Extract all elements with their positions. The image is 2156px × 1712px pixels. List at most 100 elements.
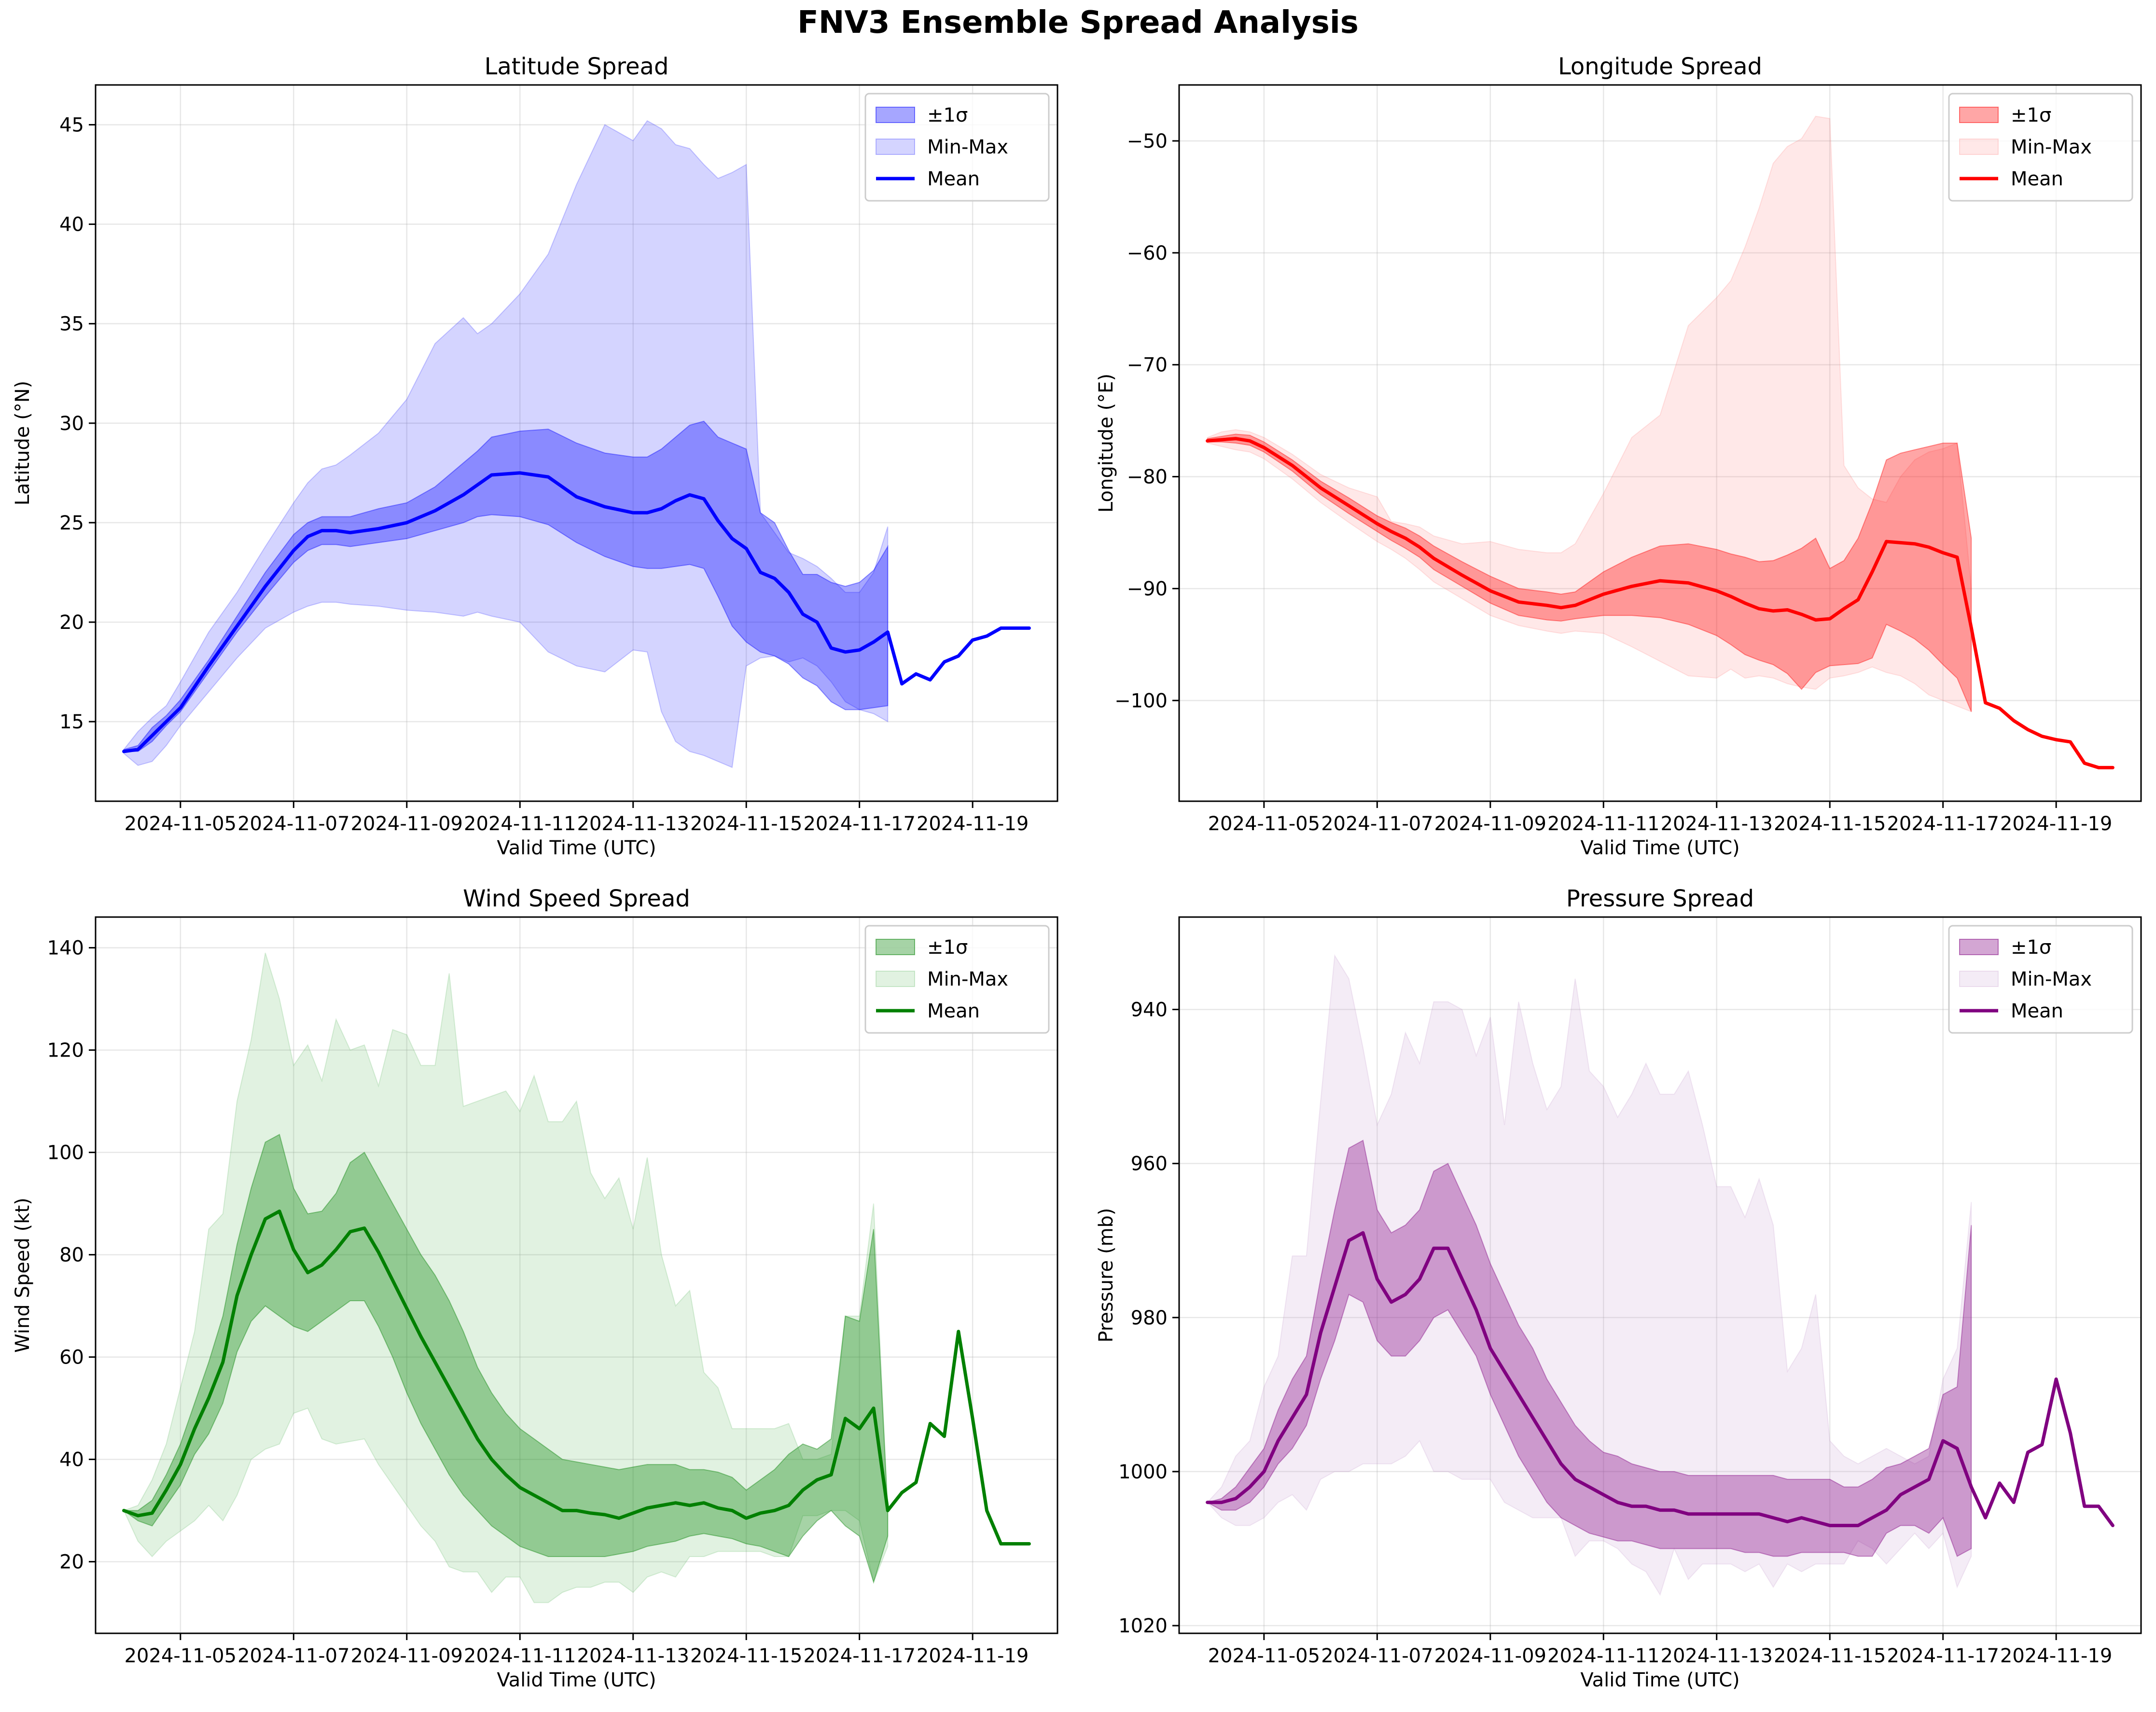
y-tick-label: 15 bbox=[59, 711, 84, 733]
x-axis-label: Valid Time (UTC) bbox=[497, 837, 656, 859]
minmax-band bbox=[123, 120, 889, 768]
y-tick-label: −80 bbox=[1127, 466, 1168, 488]
x-tick-label: 2024-11-17 bbox=[1887, 1645, 1999, 1667]
legend-label: ±1σ bbox=[927, 936, 968, 959]
x-tick-label: 2024-11-17 bbox=[1887, 813, 1999, 835]
legend-label: ±1σ bbox=[927, 104, 968, 126]
plot-area bbox=[1206, 115, 2114, 769]
legend-swatch-minmax bbox=[1959, 971, 1999, 987]
sigma-band bbox=[1206, 1140, 1972, 1557]
legend-label: Min-Max bbox=[927, 968, 1008, 990]
x-tick-label: 2024-11-09 bbox=[351, 1645, 463, 1667]
x-tick-label: 2024-11-05 bbox=[1208, 1645, 1320, 1667]
legend: ±1σ Min-Max Mean bbox=[864, 925, 1050, 1034]
legend-label: Mean bbox=[927, 168, 980, 190]
legend-box bbox=[864, 925, 1050, 1034]
minmax-band bbox=[1207, 115, 1972, 712]
legend-swatch-sigma bbox=[1959, 939, 1999, 955]
panel-pressure: 2024-11-05 2024-11-07 2024-11-09 2024-11-11… bbox=[1095, 885, 2142, 1691]
x-tick-label: 2024-11-13 bbox=[1661, 813, 1773, 835]
legend-label: Min-Max bbox=[2011, 136, 2092, 158]
legend-label: ±1σ bbox=[2011, 104, 2051, 126]
y-tick-label: 40 bbox=[59, 1449, 84, 1471]
plot-area bbox=[122, 952, 1031, 1603]
panel-title: Pressure Spread bbox=[1566, 885, 1754, 912]
legend-label: Mean bbox=[2011, 1000, 2063, 1022]
x-tick-label: 2024-11-19 bbox=[2000, 813, 2112, 835]
x-axis-label: Valid Time (UTC) bbox=[1580, 837, 1739, 859]
legend-swatch-sigma bbox=[876, 107, 915, 123]
panel-title: Wind Speed Spread bbox=[463, 885, 690, 912]
x-tick-label: 2024-11-13 bbox=[1661, 1645, 1773, 1667]
y-tick-label: 40 bbox=[59, 214, 84, 236]
legend: ±1σ Min-Max Mean bbox=[864, 93, 1050, 202]
y-tick-label: 1020 bbox=[1118, 1615, 1168, 1637]
sigma-band bbox=[122, 1134, 889, 1584]
x-tick-label: 2024-11-17 bbox=[803, 1645, 915, 1667]
legend: ±1σ Min-Max Mean bbox=[1948, 93, 2133, 202]
y-axis-label: Pressure (mb) bbox=[1095, 1208, 1117, 1342]
grid bbox=[1179, 85, 2141, 801]
x-tick-label: 2024-11-19 bbox=[2000, 1645, 2112, 1667]
panel-latitude: 2024-11-05 2024-11-07 2024-11-09 2024-11-11… bbox=[12, 53, 1058, 859]
legend-box bbox=[1948, 925, 2133, 1034]
axes-frame bbox=[1178, 916, 2142, 1634]
y-tick-label: 1000 bbox=[1118, 1461, 1168, 1483]
y-tick-label: 120 bbox=[47, 1040, 84, 1062]
panel-longitude: 2024-11-05 2024-11-07 2024-11-09 2024-11-11… bbox=[1095, 53, 2142, 859]
y-tick-label: 960 bbox=[1131, 1153, 1168, 1175]
mean-line bbox=[1206, 1231, 2114, 1528]
x-tick-label: 2024-11-15 bbox=[690, 813, 802, 835]
legend-label: Min-Max bbox=[2011, 968, 2092, 990]
legend-label: Min-Max bbox=[927, 136, 1008, 158]
x-tick-label: 2024-11-19 bbox=[917, 1645, 1029, 1667]
x-tick-label: 2024-11-07 bbox=[237, 813, 349, 835]
x-tick-label: 2024-11-13 bbox=[577, 813, 689, 835]
y-tick-label: 20 bbox=[59, 1551, 84, 1573]
mean-line bbox=[1206, 437, 2114, 769]
figure-title: FNV3 Ensemble Spread Analysis bbox=[797, 5, 1359, 41]
x-tick-label: 2024-11-19 bbox=[917, 813, 1029, 835]
plot-area bbox=[1206, 954, 2114, 1596]
sigma-band bbox=[123, 420, 889, 752]
x-tick-label: 2024-11-09 bbox=[1434, 813, 1546, 835]
y-axis-label: Wind Speed (kt) bbox=[12, 1197, 34, 1352]
y-tick-label: 35 bbox=[59, 313, 84, 335]
x-axis-label: Valid Time (UTC) bbox=[497, 1669, 656, 1691]
x-tick-label: 2024-11-09 bbox=[351, 813, 463, 835]
x-axis-label: Valid Time (UTC) bbox=[1580, 1669, 1739, 1691]
panel-title: Latitude Spread bbox=[485, 53, 669, 80]
legend-label: Mean bbox=[927, 1000, 980, 1022]
y-axis-label: Latitude (°N) bbox=[12, 381, 34, 505]
x-tick-label: 2024-11-17 bbox=[803, 813, 915, 835]
x-tick-label: 2024-11-05 bbox=[1208, 813, 1320, 835]
mean-line bbox=[122, 1210, 1031, 1545]
y-tick-label: −100 bbox=[1114, 690, 1168, 712]
minmax-band bbox=[123, 952, 889, 1603]
y-axis-label: Longitude (°E) bbox=[1095, 374, 1117, 513]
x-tick-label: 2024-11-09 bbox=[1434, 1645, 1546, 1667]
legend: ±1σ Min-Max Mean bbox=[1948, 925, 2133, 1034]
y-tick-label: −90 bbox=[1127, 578, 1168, 600]
x-tick-label: 2024-11-11 bbox=[464, 1645, 576, 1667]
y-tick-label: −50 bbox=[1127, 130, 1168, 153]
y-tick-label: 100 bbox=[47, 1142, 84, 1164]
legend-swatch-minmax bbox=[876, 971, 915, 987]
x-tick-label: 2024-11-15 bbox=[1774, 813, 1886, 835]
x-tick-label: 2024-11-13 bbox=[577, 1645, 689, 1667]
axes-frame bbox=[95, 916, 1058, 1634]
grid bbox=[96, 85, 1057, 801]
legend-label: ±1σ bbox=[2011, 936, 2051, 959]
x-tick-label: 2024-11-11 bbox=[464, 813, 576, 835]
legend-box bbox=[1948, 93, 2133, 202]
x-tick-label: 2024-11-11 bbox=[1547, 813, 1659, 835]
y-tick-label: 80 bbox=[59, 1244, 84, 1267]
x-tick-label: 2024-11-07 bbox=[237, 1645, 349, 1667]
axes-frame bbox=[95, 84, 1058, 802]
y-tick-label: 60 bbox=[59, 1347, 84, 1369]
y-tick-label: −60 bbox=[1127, 242, 1168, 264]
legend-swatch-sigma bbox=[876, 939, 915, 955]
y-tick-label: −70 bbox=[1127, 354, 1168, 376]
